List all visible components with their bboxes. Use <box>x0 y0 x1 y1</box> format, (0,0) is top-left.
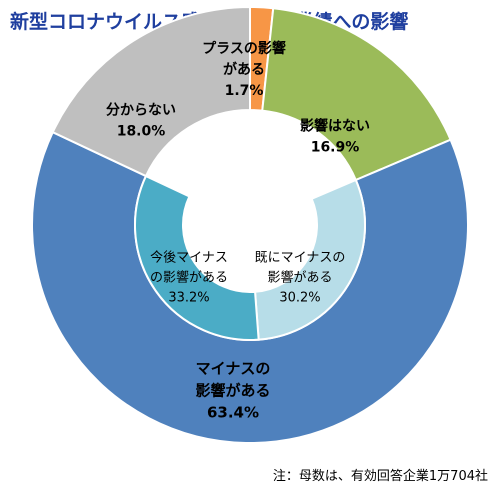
chart-note: 注：母数は、有効回答企業1万704社 <box>272 469 488 484</box>
outer-label-2-text: 影響がある <box>195 381 270 399</box>
inner-ring <box>134 174 366 341</box>
outer-slice-1 <box>261 7 452 182</box>
outer-ring <box>31 5 469 444</box>
inner-label-0-text: 影響がある <box>267 270 332 286</box>
outer-label-1-text: 影響はない <box>300 118 370 135</box>
outer-label-0-text: がある <box>223 61 265 78</box>
inner-slice-0 <box>253 178 366 341</box>
inner-label-1-text: の影響がある <box>150 270 228 286</box>
outer-label-2-text: マイナスの <box>196 359 271 377</box>
inner-label-0-value: 30.2% <box>279 291 320 306</box>
inner-label-1-text: 今後マイナス <box>150 250 228 266</box>
inner-label-1-value: 33.2% <box>168 291 209 306</box>
outer-label-0-value: 1.7% <box>225 83 264 99</box>
outer-slice-3 <box>51 5 251 178</box>
outer-label-1-value: 16.9% <box>311 140 360 156</box>
outer-label-3-text: 分からない <box>106 103 176 119</box>
outer-label-2-value: 63.4% <box>207 403 259 421</box>
outer-label-0-text: プラスの影響 <box>202 40 286 57</box>
slice-labels: プラスの影響がある1.7%影響はない16.9%マイナスの影響がある63.4%分か… <box>106 40 370 421</box>
outer-label-3-value: 18.0% <box>117 124 166 140</box>
inner-label-0-text: 既にマイナスの <box>255 251 346 266</box>
inner-slice-1 <box>134 174 260 341</box>
